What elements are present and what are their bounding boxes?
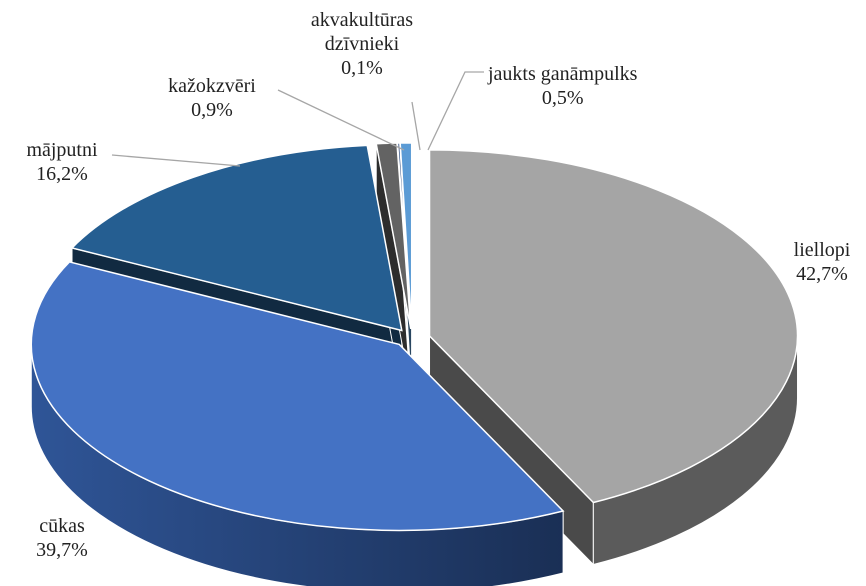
value-label: 0,9%: [191, 99, 233, 121]
slice: [399, 142, 413, 329]
slice: [70, 144, 403, 332]
category-label: akvakultūras dzīvnieki: [310, 9, 414, 55]
leader-line: [277, 89, 405, 151]
category-label: liellopi: [793, 239, 851, 261]
value-label: 0,5%: [541, 87, 584, 109]
value-label: 0,1%: [341, 57, 383, 79]
data-label: mājputni 16,2%: [26, 138, 97, 186]
category-label: jaukts ganāmpulks: [488, 63, 638, 85]
slice: [428, 149, 799, 504]
slice: [30, 261, 565, 532]
value-label: 42,7%: [796, 263, 848, 285]
data-label: akvakultūras dzīvnieki 0,1%: [302, 8, 422, 80]
data-label: jaukts ganāmpulks 0,5%: [488, 62, 637, 110]
leader-line: [411, 101, 421, 151]
leader-line: [111, 154, 241, 167]
data-label: kažokzvēri 0,9%: [168, 74, 256, 122]
category-label: mājputni: [26, 139, 98, 161]
leader-line: [427, 71, 484, 151]
category-label: kažokzvēri: [168, 75, 256, 97]
value-label: 16,2%: [36, 163, 88, 185]
data-label: liellopi 42,7%: [794, 238, 851, 286]
category-label: cūkas: [39, 515, 85, 537]
value-label: 39,7%: [36, 539, 88, 561]
data-label: cūkas 39,7%: [36, 514, 88, 562]
